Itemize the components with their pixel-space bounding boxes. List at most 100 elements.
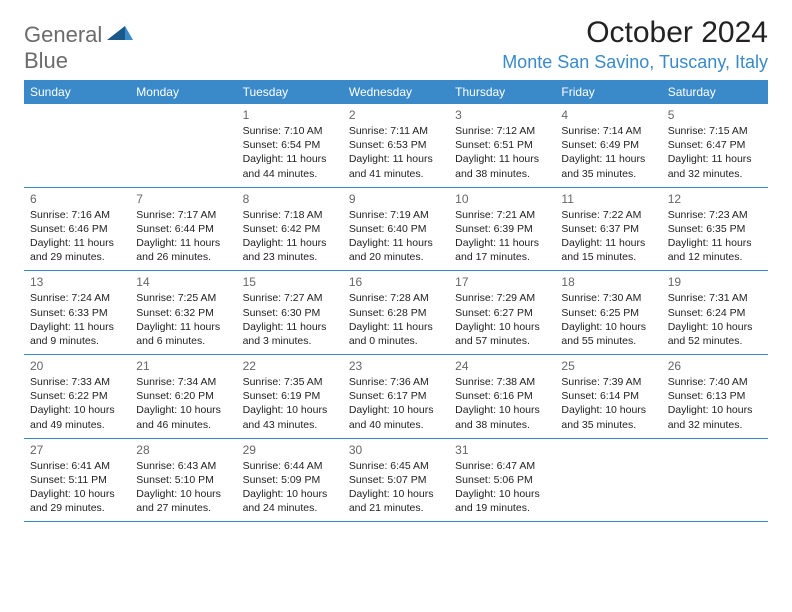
sunset-line: Sunset: 5:06 PM: [455, 473, 549, 487]
day-number: 29: [243, 443, 337, 457]
daylight-line: Daylight: 11 hours and 32 minutes.: [668, 152, 762, 180]
sunset-line: Sunset: 6:24 PM: [668, 306, 762, 320]
day-number: 4: [561, 108, 655, 122]
daylight-line: Daylight: 10 hours and 57 minutes.: [455, 320, 549, 348]
sunrise-line: Sunrise: 7:18 AM: [243, 208, 337, 222]
week-row: 6Sunrise: 7:16 AMSunset: 6:46 PMDaylight…: [24, 188, 768, 272]
sunset-line: Sunset: 5:07 PM: [349, 473, 443, 487]
sunrise-line: Sunrise: 7:17 AM: [136, 208, 230, 222]
weekday-label: Tuesday: [237, 80, 343, 104]
weekday-label: Thursday: [449, 80, 555, 104]
day-cell: 27Sunrise: 6:41 AMSunset: 5:11 PMDayligh…: [24, 439, 130, 522]
sunset-line: Sunset: 6:30 PM: [243, 306, 337, 320]
sunrise-line: Sunrise: 6:44 AM: [243, 459, 337, 473]
day-cell: 28Sunrise: 6:43 AMSunset: 5:10 PMDayligh…: [130, 439, 236, 522]
sunrise-line: Sunrise: 7:24 AM: [30, 291, 124, 305]
day-cell: 2Sunrise: 7:11 AMSunset: 6:53 PMDaylight…: [343, 104, 449, 187]
weekday-label: Sunday: [24, 80, 130, 104]
sunset-line: Sunset: 6:42 PM: [243, 222, 337, 236]
day-number: 27: [30, 443, 124, 457]
sunrise-line: Sunrise: 7:23 AM: [668, 208, 762, 222]
sunrise-line: Sunrise: 6:47 AM: [455, 459, 549, 473]
sunrise-line: Sunrise: 7:27 AM: [243, 291, 337, 305]
day-cell: 15Sunrise: 7:27 AMSunset: 6:30 PMDayligh…: [237, 271, 343, 354]
day-cell: 3Sunrise: 7:12 AMSunset: 6:51 PMDaylight…: [449, 104, 555, 187]
week-row: 20Sunrise: 7:33 AMSunset: 6:22 PMDayligh…: [24, 355, 768, 439]
day-number: 25: [561, 359, 655, 373]
day-cell: 24Sunrise: 7:38 AMSunset: 6:16 PMDayligh…: [449, 355, 555, 438]
daylight-line: Daylight: 11 hours and 3 minutes.: [243, 320, 337, 348]
day-cell: 8 Sunrise: 7:18 AMSunset: 6:42 PMDaylight…: [237, 188, 343, 271]
day-cell: 29Sunrise: 6:44 AMSunset: 5:09 PMDayligh…: [237, 439, 343, 522]
day-number: 12: [668, 192, 762, 206]
sunrise-line: Sunrise: 7:21 AM: [455, 208, 549, 222]
weekday-label: Wednesday: [343, 80, 449, 104]
day-number: 6: [30, 192, 124, 206]
sunrise-line: Sunrise: 6:43 AM: [136, 459, 230, 473]
daylight-line: Daylight: 10 hours and 35 minutes.: [561, 403, 655, 431]
header: General Blue October 2024 Monte San Savi…: [24, 16, 768, 74]
sunset-line: Sunset: 6:49 PM: [561, 138, 655, 152]
sunset-line: Sunset: 6:44 PM: [136, 222, 230, 236]
day-number: 5: [668, 108, 762, 122]
sunset-line: Sunset: 6:39 PM: [455, 222, 549, 236]
daylight-line: Daylight: 10 hours and 19 minutes.: [455, 487, 549, 515]
day-number: 19: [668, 275, 762, 289]
day-number: 30: [349, 443, 443, 457]
daylight-line: Daylight: 10 hours and 40 minutes.: [349, 403, 443, 431]
sunrise-line: Sunrise: 7:28 AM: [349, 291, 443, 305]
daylight-line: Daylight: 11 hours and 12 minutes.: [668, 236, 762, 264]
sunrise-line: Sunrise: 7:22 AM: [561, 208, 655, 222]
sunset-line: Sunset: 6:20 PM: [136, 389, 230, 403]
day-cell: [662, 439, 768, 522]
day-number: 1: [243, 108, 337, 122]
day-cell: 18Sunrise: 7:30 AMSunset: 6:25 PMDayligh…: [555, 271, 661, 354]
day-number: 10: [455, 192, 549, 206]
daylight-line: Daylight: 11 hours and 44 minutes.: [243, 152, 337, 180]
sunrise-line: Sunrise: 7:10 AM: [243, 124, 337, 138]
daylight-line: Daylight: 10 hours and 52 minutes.: [668, 320, 762, 348]
daylight-line: Daylight: 11 hours and 6 minutes.: [136, 320, 230, 348]
sunrise-line: Sunrise: 7:34 AM: [136, 375, 230, 389]
sunset-line: Sunset: 6:27 PM: [455, 306, 549, 320]
daylight-line: Daylight: 11 hours and 35 minutes.: [561, 152, 655, 180]
logo-triangle-icon: [107, 24, 133, 42]
sunset-line: Sunset: 6:25 PM: [561, 306, 655, 320]
day-cell: 1Sunrise: 7:10 AMSunset: 6:54 PMDaylight…: [237, 104, 343, 187]
day-number: 7: [136, 192, 230, 206]
daylight-line: Daylight: 10 hours and 21 minutes.: [349, 487, 443, 515]
daylight-line: Daylight: 11 hours and 17 minutes.: [455, 236, 549, 264]
day-cell: 5Sunrise: 7:15 AMSunset: 6:47 PMDaylight…: [662, 104, 768, 187]
day-number: 17: [455, 275, 549, 289]
daylight-line: Daylight: 11 hours and 15 minutes.: [561, 236, 655, 264]
day-cell: 10 Sunrise: 7:21 AMSunset: 6:39 PMDayligh…: [449, 188, 555, 271]
week-row: 1Sunrise: 7:10 AMSunset: 6:54 PMDaylight…: [24, 104, 768, 188]
sunrise-line: Sunrise: 7:40 AM: [668, 375, 762, 389]
day-cell: 7Sunrise: 7:17 AMSunset: 6:44 PMDaylight…: [130, 188, 236, 271]
daylight-line: Daylight: 11 hours and 23 minutes.: [243, 236, 337, 264]
sunset-line: Sunset: 6:32 PM: [136, 306, 230, 320]
daylight-line: Daylight: 10 hours and 24 minutes.: [243, 487, 337, 515]
day-cell: 16Sunrise: 7:28 AMSunset: 6:28 PMDayligh…: [343, 271, 449, 354]
weekday-header: SundayMondayTuesdayWednesdayThursdayFrid…: [24, 80, 768, 104]
sunset-line: Sunset: 6:22 PM: [30, 389, 124, 403]
calendar-page: General Blue October 2024 Monte San Savi…: [0, 0, 792, 538]
sunrise-line: Sunrise: 7:15 AM: [668, 124, 762, 138]
day-cell: [130, 104, 236, 187]
sunset-line: Sunset: 6:53 PM: [349, 138, 443, 152]
week-row: 13Sunrise: 7:24 AMSunset: 6:33 PMDayligh…: [24, 271, 768, 355]
sunset-line: Sunset: 6:33 PM: [30, 306, 124, 320]
day-number: 8: [243, 192, 337, 206]
day-cell: 31Sunrise: 6:47 AMSunset: 5:06 PMDayligh…: [449, 439, 555, 522]
day-number: 24: [455, 359, 549, 373]
month-title: October 2024: [502, 16, 768, 50]
day-number: 9: [349, 192, 443, 206]
day-number: 21: [136, 359, 230, 373]
day-cell: 9Sunrise: 7:19 AMSunset: 6:40 PMDaylight…: [343, 188, 449, 271]
sunrise-line: Sunrise: 7:39 AM: [561, 375, 655, 389]
sunrise-line: Sunrise: 7:25 AM: [136, 291, 230, 305]
sunrise-line: Sunrise: 7:31 AM: [668, 291, 762, 305]
sunrise-line: Sunrise: 6:45 AM: [349, 459, 443, 473]
day-cell: 20Sunrise: 7:33 AMSunset: 6:22 PMDayligh…: [24, 355, 130, 438]
sunrise-line: Sunrise: 7:38 AM: [455, 375, 549, 389]
